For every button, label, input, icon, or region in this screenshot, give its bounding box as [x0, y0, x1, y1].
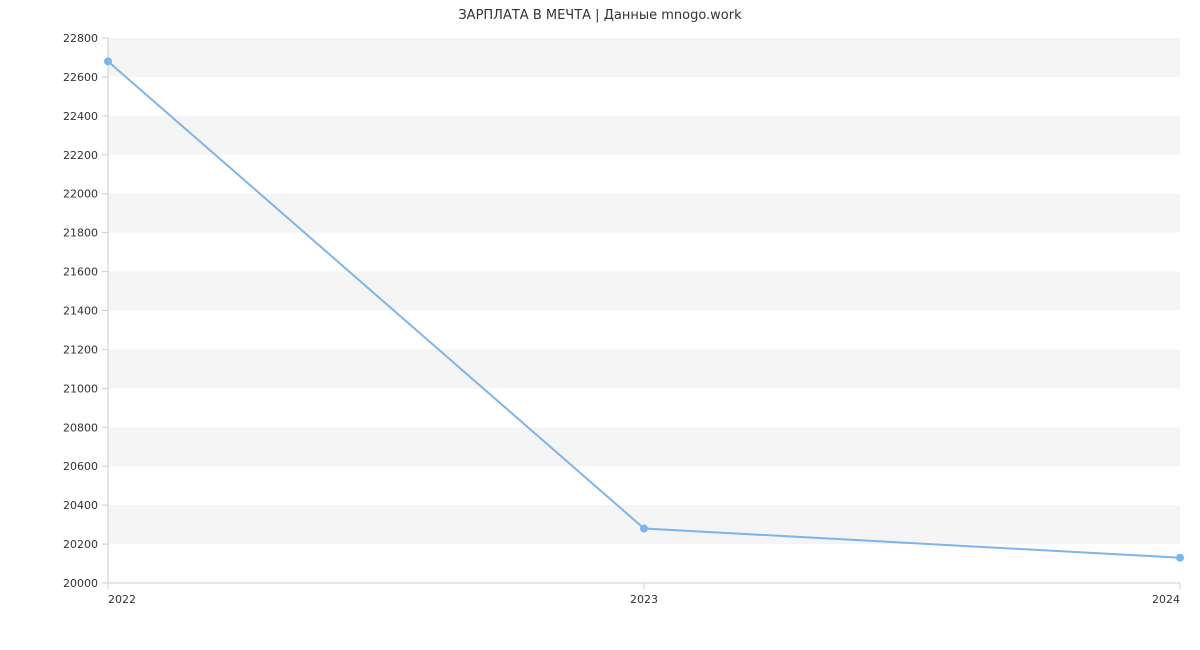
grid-band [108, 194, 1180, 233]
y-tick-label: 21000 [63, 382, 98, 395]
series-marker-salary [640, 525, 648, 533]
grid-band [108, 349, 1180, 388]
y-tick-label: 22600 [63, 71, 98, 84]
x-tick-label: 2024 [1152, 593, 1180, 606]
y-tick-label: 20600 [63, 460, 98, 473]
grid-band [108, 38, 1180, 77]
grid-band [108, 427, 1180, 466]
y-tick-label: 21200 [63, 343, 98, 356]
y-tick-label: 20800 [63, 421, 98, 434]
y-tick-label: 22800 [63, 32, 98, 45]
x-tick-label: 2022 [108, 593, 136, 606]
series-marker-salary [1176, 554, 1184, 562]
chart-svg: 20000 20200 20400 20600 20800 21000 21200 21400… [0, 0, 1200, 650]
y-tick-label: 21800 [63, 227, 98, 240]
y-tick-label: 22200 [63, 149, 98, 162]
y-tick-label: 21400 [63, 305, 98, 318]
chart-title: ЗАРПЛАТА В МЕЧТА | Данные mnogo.work [0, 8, 1200, 23]
grid-band [108, 116, 1180, 155]
y-tick-label: 22400 [63, 110, 98, 123]
series-marker-salary [104, 57, 112, 65]
grid-band [108, 272, 1180, 311]
y-tick-label: 20000 [63, 577, 98, 590]
y-tick-label: 21600 [63, 266, 98, 279]
y-tick-label: 22000 [63, 188, 98, 201]
salary-line-chart: ЗАРПЛАТА В МЕЧТА | Данные mnogo.work 200… [0, 0, 1200, 650]
y-tick-label: 20200 [63, 538, 98, 551]
x-tick-label: 2023 [630, 593, 658, 606]
y-tick-label: 20400 [63, 499, 98, 512]
